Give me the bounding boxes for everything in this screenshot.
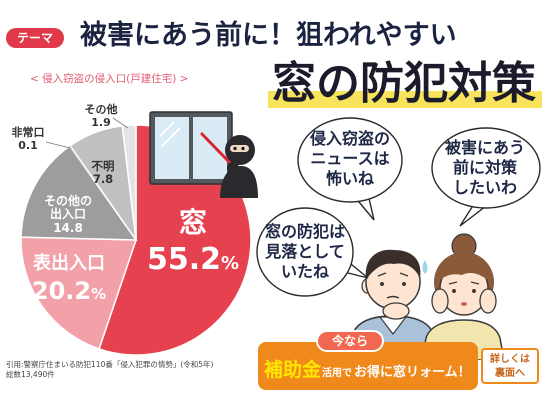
burglar-eye-band <box>230 145 249 152</box>
woman-brow <box>470 281 480 285</box>
man-brow <box>377 272 387 277</box>
slice-label-front-entrance-value-row: 20.2% <box>20 276 118 309</box>
burglar-body <box>220 166 258 198</box>
slice-label-window-value: 55.2 <box>146 242 221 277</box>
man-eye <box>380 282 384 286</box>
title-highlight-bar <box>268 91 542 108</box>
theme-badge: テーマ <box>6 28 64 48</box>
burglar-icon <box>200 132 258 198</box>
woman-hand-right <box>479 288 497 314</box>
speech-line: 被害にあう <box>444 138 525 157</box>
slice-label-emergency-exit: 非常口 0.1 <box>6 126 50 152</box>
pie-slice-front-entrance <box>20 236 138 350</box>
slice-label-front-entrance-value: 20.2 <box>31 277 92 305</box>
burglar-eye <box>233 146 237 151</box>
speech-line: ニュースは <box>310 149 390 168</box>
slice-label-emergency-exit-value: 0.1 <box>18 139 38 152</box>
slice-label-other-name: その他 <box>84 103 118 116</box>
slice-label-unknown-name: 不明 <box>91 159 115 173</box>
slice-label-other-value: 1.9 <box>91 116 111 129</box>
speech-bubble-overlooked <box>256 207 354 297</box>
woman-mouth <box>461 302 467 306</box>
woman-eye <box>452 289 456 293</box>
slice-label-front-entrance-unit: % <box>91 285 107 303</box>
chart-title: < 侵入窃盗の侵入口(戸建住宅) > <box>30 73 189 85</box>
banner-subsidy: 補助金 <box>264 359 322 381</box>
woman-bangs <box>440 258 490 282</box>
speech-bubbles <box>256 117 541 297</box>
banner-tab-now: 今なら <box>316 330 384 352</box>
source-citation: 引用:警察庁住まいる防犯110番「侵入犯罪の情勢」(令和5年) <box>6 360 214 369</box>
man-hair <box>365 249 421 280</box>
woman-eye <box>472 289 476 293</box>
woman-brow <box>448 281 458 285</box>
speech-line: 見落として <box>265 242 345 261</box>
details-line-1: 詳しくは <box>490 354 530 365</box>
slice-label-emergency-exit-name: 非常口 <box>11 126 45 139</box>
banner-deal: お得に窓リォーム！ <box>354 365 471 380</box>
slice-label-other-entrance-name: その他の出入口 <box>43 194 92 221</box>
pie-slice-other-entrance <box>20 145 138 241</box>
details-line-2: 裏面へ <box>495 368 525 379</box>
speech-bubble-news <box>297 117 403 203</box>
speech-text-overlooked: 窓の防犯は 見落として いたね <box>257 222 353 282</box>
window-burglar-illustration <box>149 111 258 198</box>
title-line-1: 被害にあう前に！狙われやすい <box>80 20 457 51</box>
slice-label-front-entrance-name: 表出入口 <box>33 253 105 274</box>
slice-label-other-entrance-value: 14.8 <box>53 221 83 235</box>
slice-label-window: 窓 55.2% <box>143 206 243 284</box>
man-hand <box>382 302 410 320</box>
man-mouth <box>386 295 400 299</box>
speech-line: 前に対策 <box>452 158 517 177</box>
burglar-glove <box>227 162 239 174</box>
woman-hand-left <box>431 288 449 314</box>
speech-text-news: 侵入窃盗の ニュースは 怖いね <box>298 129 402 189</box>
slice-label-unknown: 不明 7.8 <box>84 160 122 186</box>
slice-label-window-unit: % <box>220 253 240 274</box>
window-glare <box>159 121 175 137</box>
window-icon <box>149 111 233 185</box>
window-glare <box>161 127 181 147</box>
man-eye <box>402 282 406 286</box>
source-total: 総数13,490件 <box>6 370 55 379</box>
speech-line: したいわ <box>452 178 517 197</box>
banner-text: 補助金 活用で お得に窓リォーム！ <box>264 355 476 383</box>
sweat-drop-icon <box>422 260 428 274</box>
source-note: 引用:警察庁住まいる防犯110番「侵入犯罪の情勢」(令和5年) 総数13,490… <box>6 360 213 380</box>
slice-label-window-value-row: 55.2% <box>143 240 243 284</box>
title-line-2: 窓の防犯対策 <box>272 58 536 109</box>
man-brow <box>399 272 409 277</box>
slice-label-window-name: 窓 <box>178 206 207 239</box>
speech-line: 窓の防犯は <box>264 222 345 241</box>
slice-label-unknown-value: 7.8 <box>92 172 114 186</box>
banner-use: 活用で <box>322 368 353 379</box>
details-box: 詳しくは 裏面へ <box>481 348 539 384</box>
speech-line: 侵入窃盗の <box>309 129 390 148</box>
speech-line: 怖いね <box>325 169 374 188</box>
window-pane-right <box>193 117 227 179</box>
crowbar-icon <box>200 132 237 170</box>
speech-bubble-prevent <box>431 127 541 209</box>
title-line-2-block: 窓の防犯対策 <box>268 58 542 112</box>
slice-label-other: その他 1.9 <box>82 103 120 129</box>
slice-label-other-entrance: その他の出入口 14.8 <box>40 194 96 236</box>
slice-label-front-entrance: 表出入口 20.2% <box>20 252 118 309</box>
window-pane-left <box>155 117 189 179</box>
speech-text-prevent: 被害にあう 前に対策 したいわ <box>431 138 539 198</box>
burglar-eye <box>241 146 245 151</box>
speech-line: いたね <box>280 262 329 281</box>
